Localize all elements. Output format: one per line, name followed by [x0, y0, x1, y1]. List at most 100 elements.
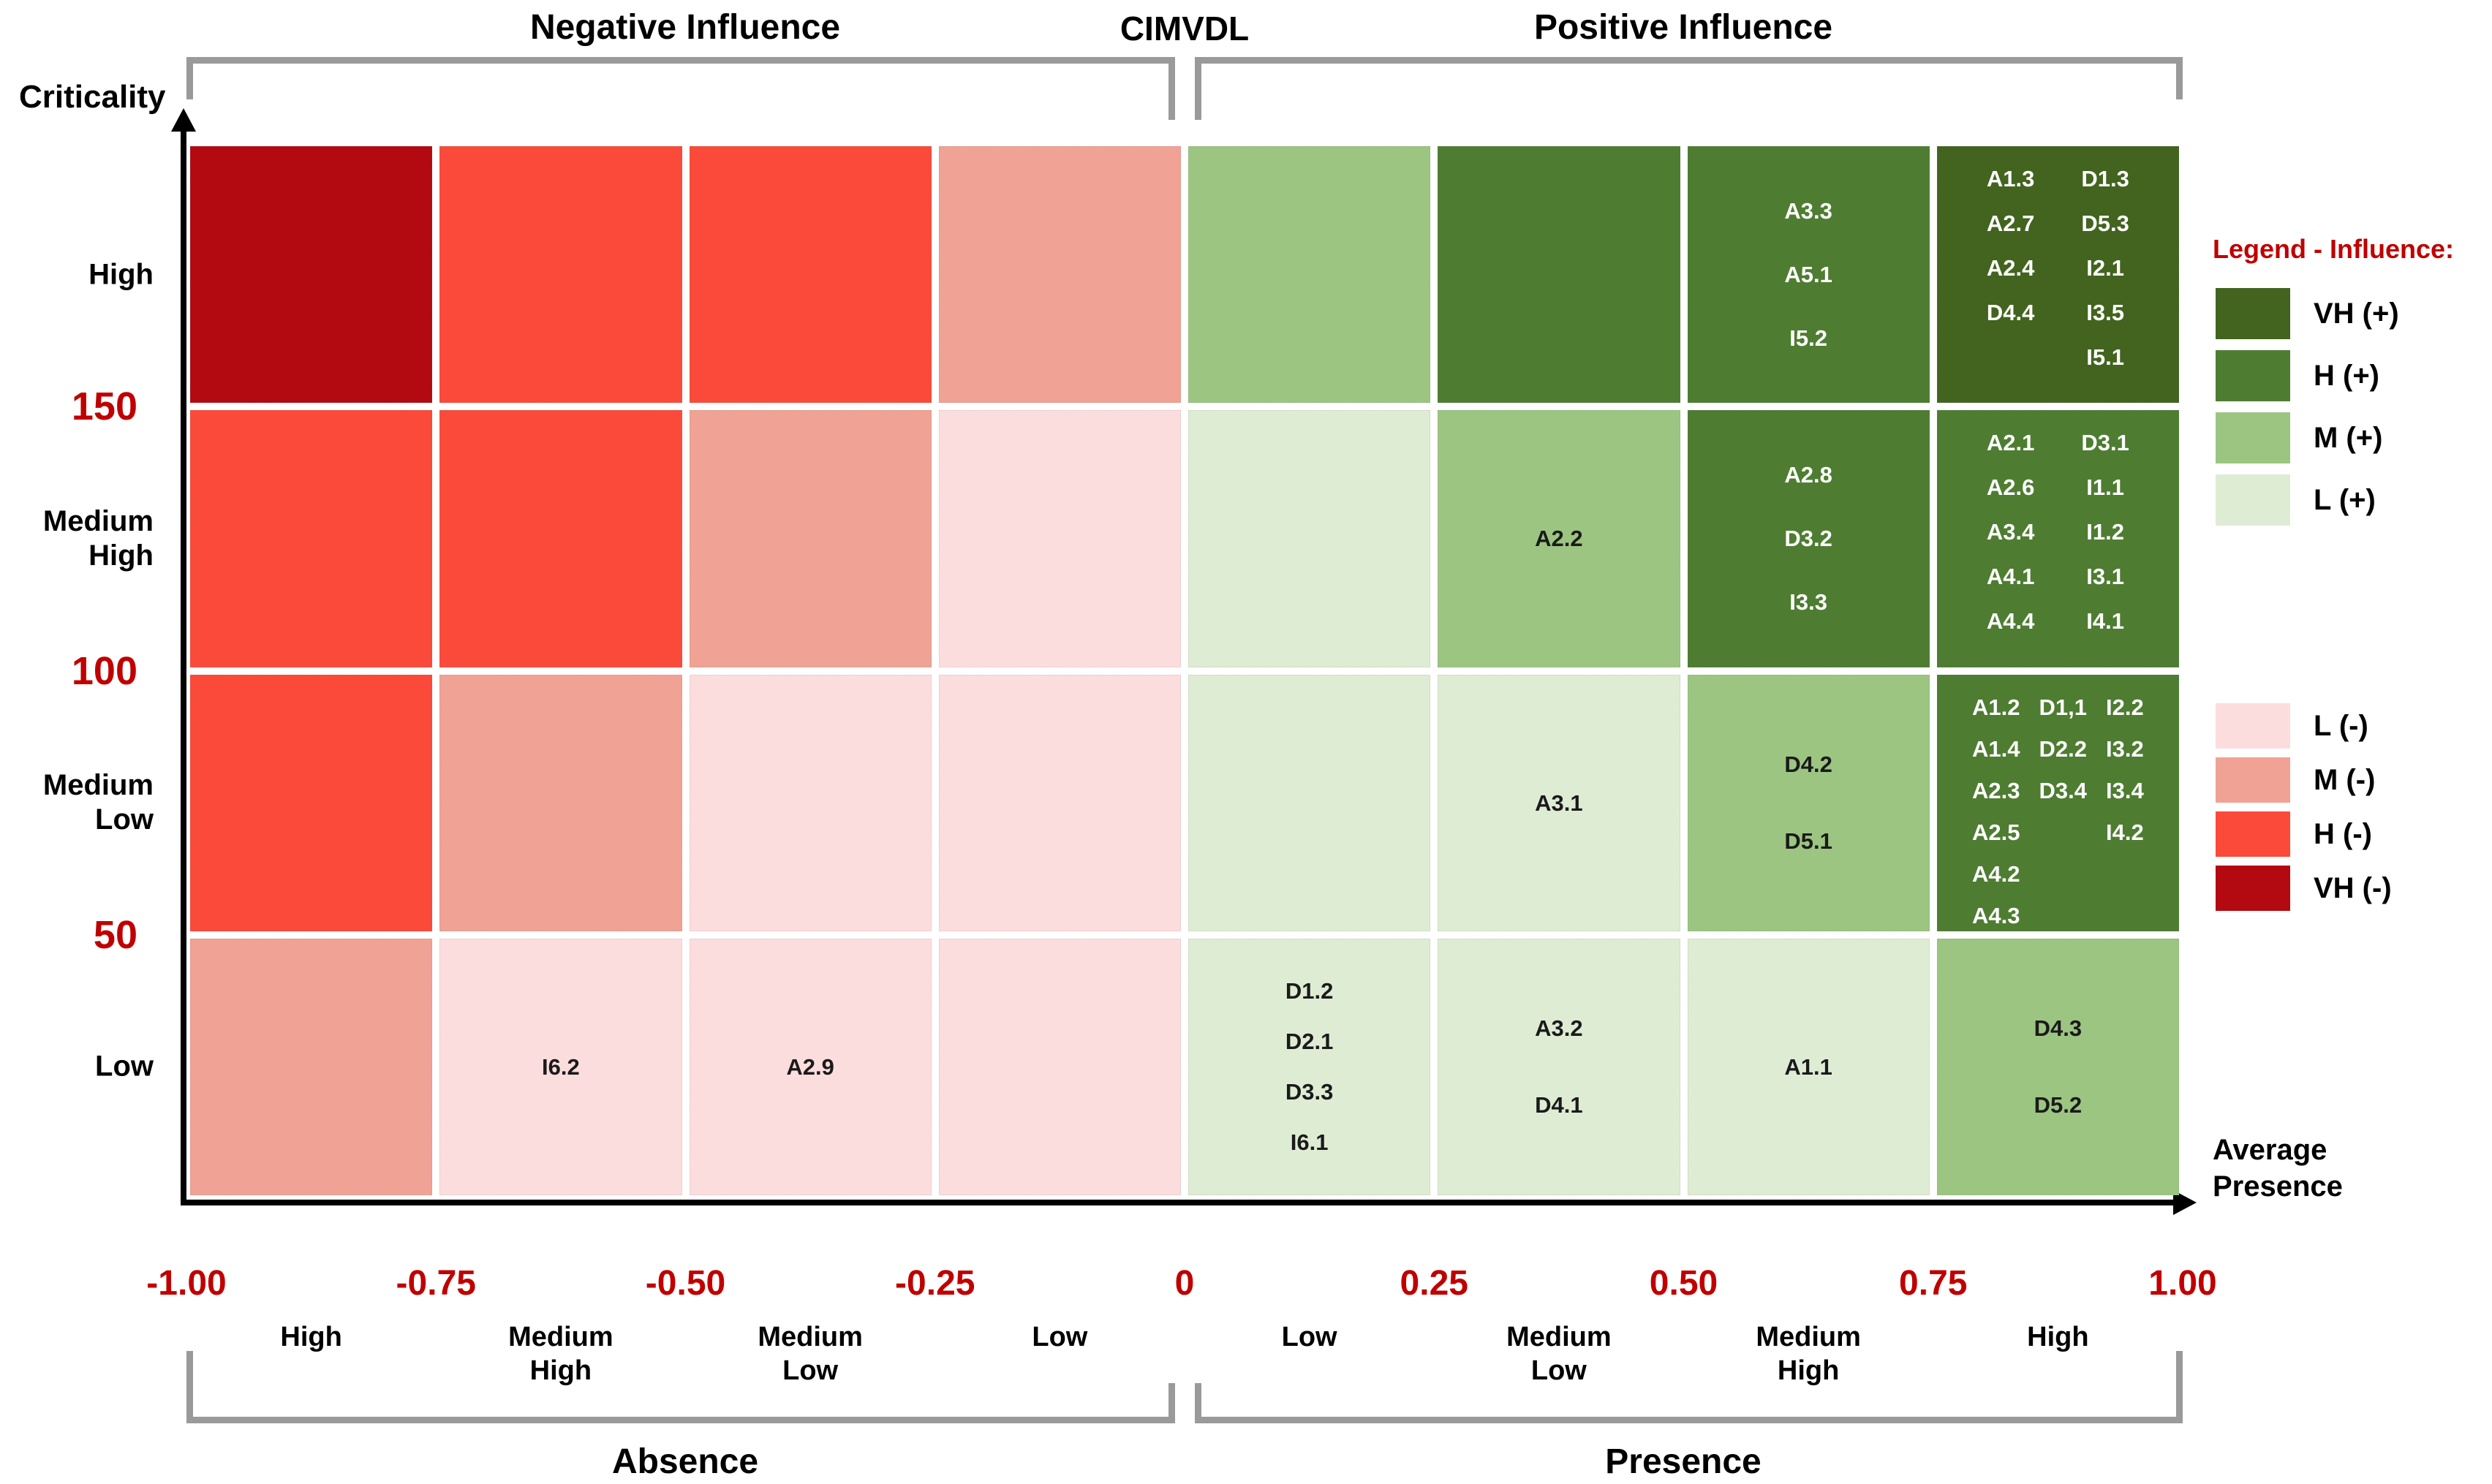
heatmap-cell: D1.2 D2.1 D3.3 I6.1	[1188, 938, 1431, 1195]
legend-entry-label: H (-)	[2314, 818, 2372, 850]
x-tick-value: -0.50	[645, 1264, 726, 1303]
x-tick-value: -1.00	[146, 1264, 227, 1303]
legend-swatch	[2216, 350, 2290, 401]
y-category-label: Medium High	[42, 504, 154, 572]
cell-item-code: D4.4	[1986, 300, 2035, 325]
x-category-label: High	[2027, 1322, 2089, 1352]
x-axis-title-line1: Average	[2213, 1134, 2327, 1166]
x-axis-line	[181, 1200, 2175, 1205]
heatmap-cell: A3.1	[1438, 674, 1680, 931]
x-axis-title: Average Presence	[2213, 1132, 2343, 1205]
x-category-label: Low	[1032, 1322, 1088, 1352]
x-tick-value: 0	[1174, 1264, 1195, 1303]
heatmap-cell: A1.2 A1.4 A2.3 A2.5 A4.2 A4.3 D1,1 D2.2 D3.4 I2.2…	[1936, 674, 2179, 931]
legend-entry-label: M (+)	[2314, 422, 2383, 454]
heatmap-cell: A2.9	[689, 938, 932, 1195]
cell-item-code: A1.4	[1972, 735, 2020, 762]
cell-item-code: I4.1	[2086, 608, 2124, 635]
y-category-label: High	[88, 258, 154, 291]
cell-item-code: I2.1	[2086, 255, 2124, 281]
cell-item-code: D1,1	[2039, 694, 2087, 720]
cell-item-code: A2.2	[1535, 526, 1583, 552]
x-category-label: Medium Low	[758, 1322, 863, 1387]
x-category-label: Medium High	[508, 1322, 613, 1387]
cell-item-code: D4.3	[2034, 1015, 2083, 1042]
legend-swatch	[2216, 412, 2290, 463]
x-axis-title-line2: Presence	[2213, 1170, 2343, 1203]
cell-item-code: I3.2	[2106, 735, 2144, 762]
heatmap-cell	[1188, 674, 1431, 931]
heatmap-cell: D4.2 D5.1	[1687, 674, 1930, 931]
legend-entry-label: L (+)	[2314, 484, 2376, 516]
legend-entry-label: VH (-)	[2314, 872, 2392, 904]
cell-item-column: I6.2	[542, 1054, 580, 1080]
x-tick-value: 0.75	[1899, 1264, 1968, 1303]
cell-item-code: A1.1	[1784, 1053, 1832, 1080]
cell-item-code: D3.3	[1285, 1079, 1334, 1105]
cell-item-code: I1.1	[2086, 474, 2124, 501]
positive-influence-title: Positive Influence	[1533, 8, 1833, 47]
cell-item-column: A1.2 A1.4 A2.3 A2.5 A4.2 A4.3	[1972, 694, 2020, 928]
cell-item-column: A2.9	[786, 1054, 834, 1080]
cell-item-column: A3.2 D4.1	[1535, 1015, 1582, 1118]
cell-item-code: I5.2	[1789, 325, 1827, 352]
cell-item-column: A1.3 A2.7 A2.4 D4.4	[1987, 166, 2034, 325]
heatmap-cell	[689, 146, 932, 404]
cell-item-column: A2.8 D3.2 I3.3	[1784, 462, 1832, 615]
legend-entry-label: H (+)	[2314, 360, 2379, 392]
cell-item-code: A3.2	[1535, 1015, 1583, 1042]
cell-item-code: I6.2	[542, 1053, 580, 1080]
cell-item-column: D1.3 D5.3 I2.1 I3.5 I5.1	[2081, 166, 2129, 370]
x-tick-value: 0.50	[1649, 1264, 1718, 1303]
x-category-label: Medium High	[1756, 1322, 1861, 1387]
heatmap-cell	[1438, 146, 1680, 404]
negative-influence-title: Negative Influence	[529, 8, 841, 47]
heatmap-cell	[938, 146, 1181, 404]
cell-item-column: D4.3 D5.2	[2034, 1015, 2082, 1118]
cell-item-code: D2.2	[2039, 735, 2087, 762]
heatmap-cell	[938, 410, 1181, 667]
cell-item-column: A1.1	[1784, 1054, 1832, 1080]
cell-item-code: A2.8	[1784, 462, 1832, 488]
x-tick-value: -0.25	[895, 1264, 975, 1303]
cell-item-code: D4.1	[1535, 1092, 1583, 1118]
cell-item-code: I3.4	[2106, 777, 2144, 803]
legend-swatch	[2216, 288, 2290, 339]
y-tick-value: 50	[93, 912, 137, 957]
cell-item-code: D1.3	[2081, 166, 2129, 192]
cell-item-code: A2.7	[1986, 211, 2035, 236]
heatmap-cell: D4.3 D5.2	[1936, 938, 2179, 1195]
y-axis-arrow	[171, 108, 196, 132]
cell-item-code: I5.1	[2086, 344, 2124, 370]
cell-item-column: A2.1 A2.6 A3.4 A4.1 A4.4	[1987, 430, 2034, 634]
heatmap-cell	[938, 938, 1181, 1195]
cell-item-code: D4.2	[1784, 752, 1832, 778]
cell-item-code: A4.1	[1986, 564, 2035, 590]
cell-item-column: A2.2	[1535, 526, 1582, 551]
cell-item-code: I3.1	[2086, 564, 2124, 590]
cell-item-code: A4.2	[1972, 860, 2020, 887]
y-axis-line	[181, 129, 186, 1205]
heatmap-cell	[190, 410, 433, 667]
legend-title: Legend - Influence:	[2213, 234, 2455, 264]
heatmap-cell: A3.3 A5.1 I5.2	[1687, 146, 1930, 404]
heatmap-cell	[439, 146, 682, 404]
cell-item-code: A2.1	[1986, 430, 2035, 456]
heatmap-cell	[1188, 146, 1431, 404]
presence-label: Presence	[1605, 1442, 1762, 1481]
y-tick-value: 150	[71, 385, 137, 429]
y-category-label: Medium Low	[42, 768, 154, 836]
heatmap-cell	[689, 674, 932, 931]
heatmap-cell: A3.2 D4.1	[1438, 938, 1680, 1195]
cell-item-code: D3.1	[2081, 430, 2129, 456]
legend-entry-label: M (-)	[2314, 764, 2376, 796]
heatmap-cell	[938, 674, 1181, 931]
cell-item-code: A4.3	[1972, 902, 2020, 928]
y-tick-value: 100	[71, 648, 137, 693]
cell-item-code: A2.3	[1972, 777, 2020, 803]
cell-item-column: D3.1 I1.1 I1.2 I3.1 I4.1	[2081, 430, 2129, 634]
heatmap-cell: A2.1 A2.6 A3.4 A4.1 A4.4 D3.1 I1.1 I1.2 I3.1 I4.1	[1936, 410, 2179, 667]
cell-item-code: A2.4	[1986, 255, 2035, 281]
heatmap-cell	[1188, 410, 1431, 667]
